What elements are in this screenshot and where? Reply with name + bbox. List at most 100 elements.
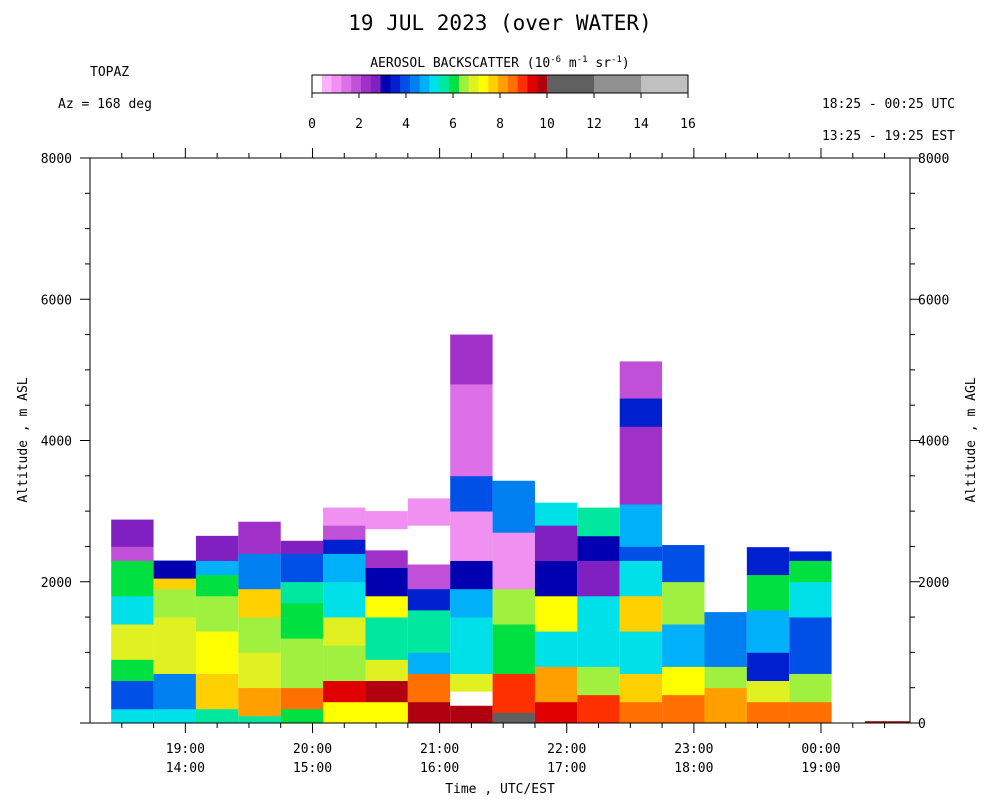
y-axis-label-left: Altitude , m ASL (16, 377, 31, 502)
heatmap-cell (195, 673, 239, 710)
colorbar-ticks: 0 2 4 6 8 10 12 14 16 (308, 93, 696, 132)
heatmap-cell (450, 617, 493, 674)
heatmap-cell (365, 528, 408, 551)
colorbar-swatch-17 (478, 75, 489, 93)
heatmap-cell (619, 631, 663, 674)
heatmap-cell (238, 715, 281, 724)
x-tick-label-est: 14:00 (166, 761, 205, 776)
heatmap-cell (619, 560, 663, 597)
heatmap-cell (323, 525, 366, 540)
heatmap-cell (111, 595, 154, 625)
heatmap-cell (619, 546, 663, 561)
heatmap-cell (577, 666, 620, 696)
colorbar-tick-label: 6 (449, 117, 457, 132)
heatmap-cell (619, 701, 663, 724)
time-range-utc: 18:25 - 00:25 UTC (822, 97, 955, 112)
heatmap-cell (407, 673, 451, 703)
heatmap-cell (323, 507, 366, 526)
colorbar-swatch-25 (594, 75, 642, 93)
colorbar-swatch-26 (641, 75, 689, 93)
heatmap-cell (280, 708, 324, 724)
heatmap-cell (153, 708, 196, 724)
heatmap-cell (492, 480, 535, 533)
colorbar-swatch-7 (380, 75, 391, 93)
heatmap-cell (365, 511, 408, 530)
heatmap-cell (407, 498, 451, 526)
y-tick-label-right: 6000 (918, 293, 949, 308)
x-tick-label-est: 19:00 (801, 761, 840, 776)
colorbar (311, 74, 689, 94)
azimuth-label: Az = 168 deg (58, 97, 152, 112)
heatmap-cell (407, 652, 451, 674)
colorbar-swatch-1 (321, 75, 333, 93)
heatmap-cell (662, 581, 705, 625)
colorbar-tick-label: 12 (586, 117, 602, 132)
x-tick-label-utc: 20:00 (293, 742, 332, 757)
heatmap-cell (619, 673, 663, 703)
heatmap-cell (323, 701, 366, 724)
heatmap-cell (195, 595, 239, 632)
heatmap-cell (195, 708, 239, 724)
x-tick-label-est: 18:00 (674, 761, 713, 776)
heatmap-cell (534, 525, 578, 561)
heatmap-cell (789, 701, 832, 724)
heatmap-cell (746, 574, 790, 611)
heatmap-cell (111, 546, 154, 561)
colorbar-swatch-2 (331, 75, 342, 93)
colorbar-swatch-8 (390, 75, 401, 93)
heatmap-cell (111, 659, 154, 682)
colorbar-swatch-13 (439, 75, 450, 93)
heatmap-cell (704, 687, 747, 724)
colorbar-swatch-4 (351, 75, 362, 93)
heatmap-cell (746, 701, 790, 724)
heatmap-cell (111, 560, 154, 597)
heatmap-cell (323, 680, 366, 703)
x-tick-label-utc: 23:00 (674, 742, 713, 757)
colorbar-tick-label: 10 (539, 117, 555, 132)
heatmap-cell (662, 624, 705, 667)
x-axis-label: Time , UTC/EST (445, 782, 555, 797)
heatmap-cell (450, 691, 493, 706)
x-tick-label-utc: 22:00 (547, 742, 586, 757)
time-range-est: 13:25 - 19:25 EST (822, 129, 955, 144)
heatmap-cell (407, 564, 451, 590)
heatmap-cell (534, 502, 578, 526)
heatmap-cell (492, 624, 535, 674)
colorbar-swatch-11 (419, 75, 430, 93)
heatmap-cell (195, 560, 239, 576)
heatmap-cell (746, 610, 790, 653)
colorbar-swatch-19 (498, 75, 509, 93)
heatmap-cell (365, 617, 408, 660)
heatmap-cell (534, 701, 578, 724)
colorbar-tick-label: 0 (308, 117, 316, 132)
x-tick-label-utc: 00:00 (801, 742, 840, 757)
heatmap-cell (153, 673, 196, 710)
heatmap-cell (323, 539, 366, 554)
heatmap-cell (365, 567, 408, 597)
heatmap-cell (746, 680, 790, 703)
heatmap-cell (238, 617, 281, 653)
heatmap-cell (577, 535, 620, 561)
heatmap-cell (577, 507, 620, 537)
heatmap-cell (365, 549, 408, 569)
heatmap-cell (407, 525, 451, 565)
y-tick-label-right: 2000 (918, 576, 949, 591)
heatmap-cell (365, 701, 408, 724)
heatmap-cell (111, 708, 154, 724)
heatmap-cell (450, 475, 493, 512)
heatmap-cell (450, 705, 493, 724)
y-tick-label-right: 8000 (918, 152, 949, 167)
heatmap-cell (746, 652, 790, 682)
x-tick-label-utc: 19:00 (166, 742, 205, 757)
colorbar-swatch-18 (488, 75, 499, 93)
heatmap-cell (492, 532, 535, 590)
heatmap-cell (407, 588, 451, 611)
colorbar-swatch-0 (312, 75, 323, 93)
heatmap-cell (577, 595, 620, 625)
heatmap-cell (323, 617, 366, 646)
colorbar-swatch-23 (537, 75, 548, 93)
heatmap-cell (365, 659, 408, 682)
heatmap-cell (238, 521, 281, 554)
colorbar-swatch-16 (468, 75, 479, 93)
